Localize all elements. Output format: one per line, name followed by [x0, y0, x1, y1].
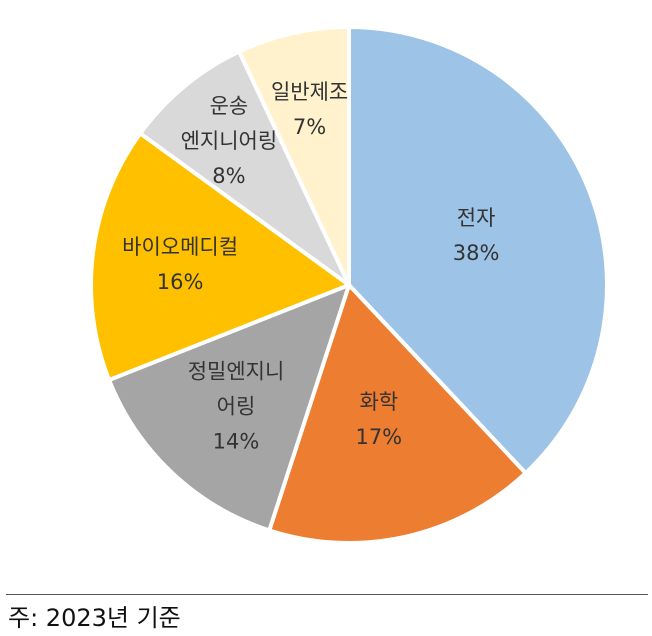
slice-value-label: 17%: [355, 425, 402, 449]
footnote: 주: 2023년 기준: [8, 604, 181, 632]
pie-slice: [347, 25, 609, 476]
slice-category-label: 정밀엔지니: [188, 359, 285, 383]
slice-category-label: 전자: [457, 206, 496, 230]
pie-slice: [138, 49, 351, 287]
pie-slice: [267, 283, 528, 545]
pie-slice: [237, 25, 351, 287]
slice-value-label: 14%: [213, 429, 260, 453]
slice-label: 화학 17%: [355, 390, 402, 449]
slice-category-label: 화학: [359, 390, 398, 414]
slice-category-label: 엔지니어링: [181, 129, 278, 153]
pie-slices: [89, 25, 609, 545]
slice-label: 일반제조 7%: [271, 80, 348, 139]
slice-category-label: 운송: [210, 94, 249, 118]
slice-value-label: 8%: [212, 164, 245, 188]
slice-label: 바이오메디컬 16%: [122, 235, 238, 294]
slice-category-label: 바이오메디컬: [122, 235, 238, 259]
slice-value-label: 7%: [293, 115, 326, 139]
slice-category-label: 어링: [217, 394, 256, 418]
pie-slice: [107, 283, 351, 533]
slice-value-label: 16%: [157, 270, 204, 294]
footnote-divider: [6, 594, 648, 595]
slice-value-label: 38%: [453, 241, 500, 265]
slice-label: 전자 38%: [453, 206, 500, 265]
pie-slice: [89, 131, 351, 382]
slice-category-label: 일반제조: [271, 80, 348, 104]
